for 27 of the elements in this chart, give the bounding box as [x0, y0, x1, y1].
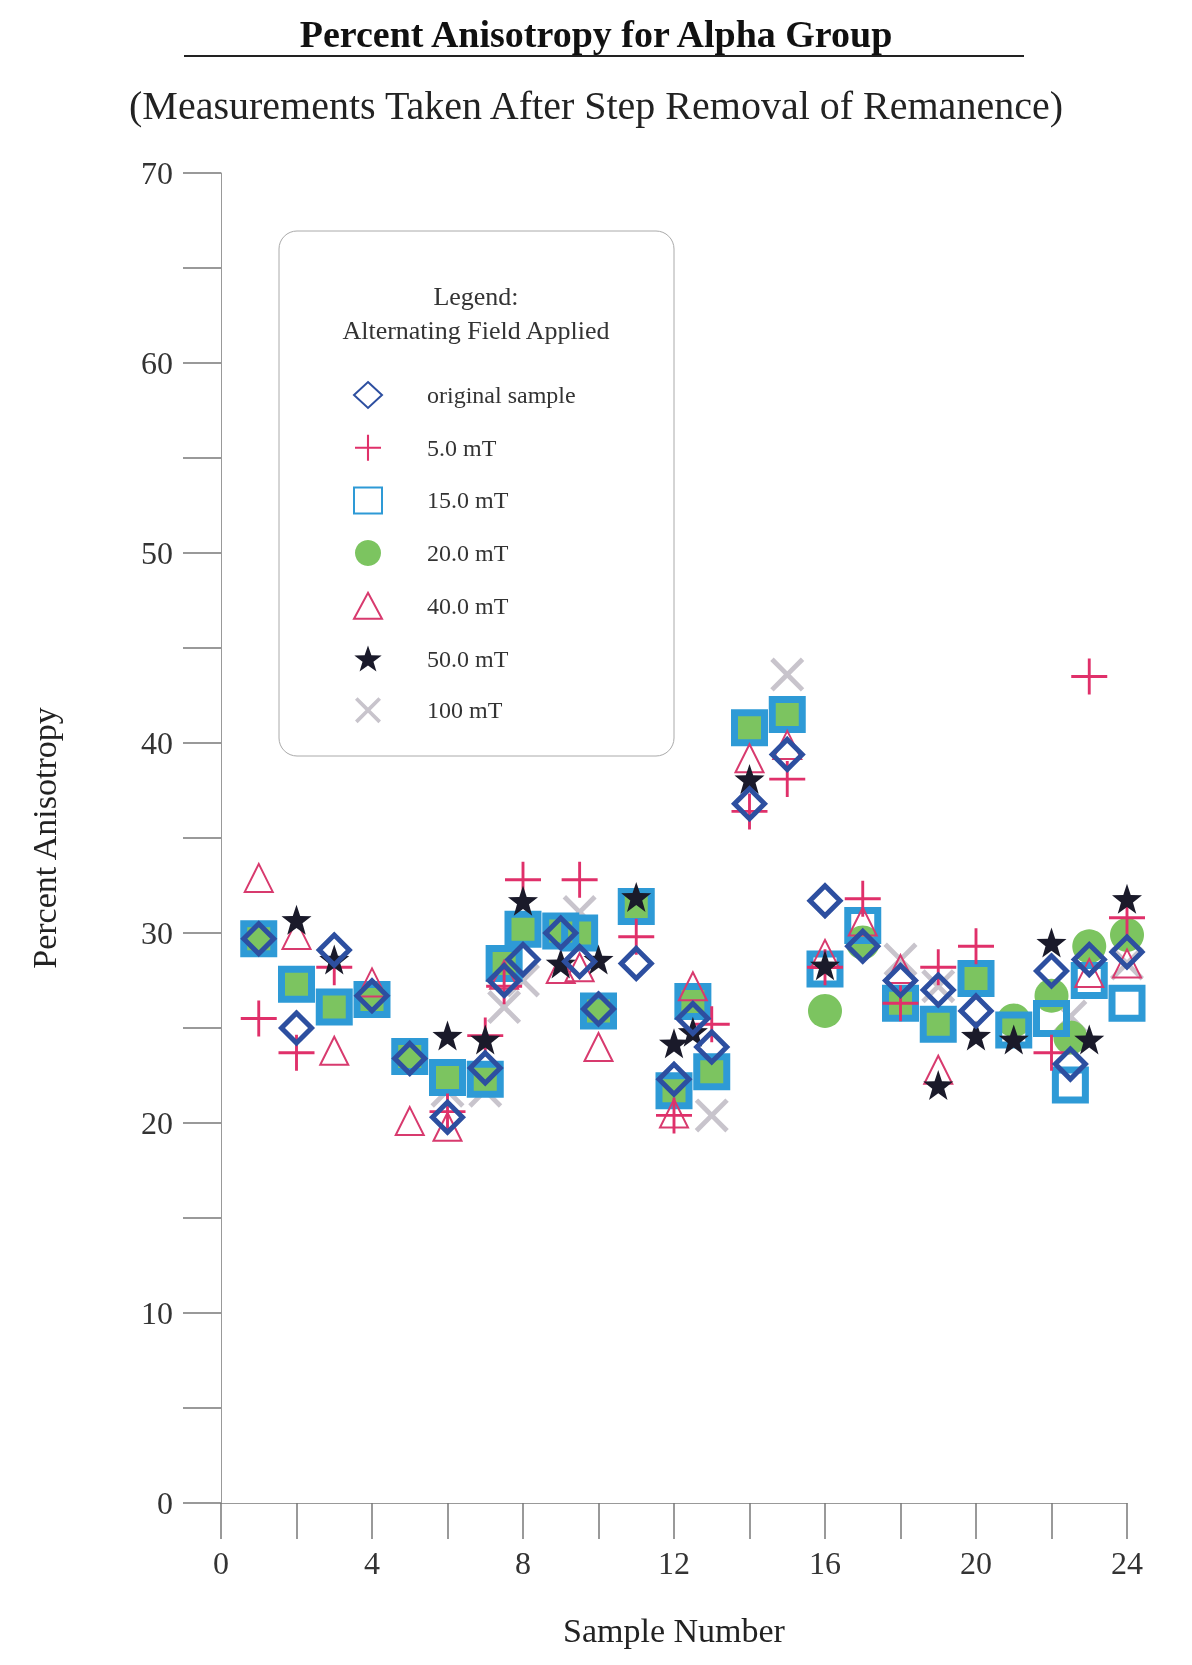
y-tick-label: 30 [141, 915, 173, 951]
y-tick-label: 60 [141, 345, 173, 381]
legend-label: 100 mT [427, 697, 503, 724]
chart-subtitle: (Measurements Taken After Step Removal of Remanence) [129, 82, 1063, 128]
x-tick-label: 12 [658, 1545, 690, 1581]
legend-label: original sample [427, 382, 576, 408]
y-tick-label: 0 [157, 1485, 173, 1521]
x-tick-label: 20 [960, 1545, 992, 1581]
x-tick-label: 0 [213, 1545, 229, 1581]
legend-label: 15.0 mT [427, 487, 509, 514]
x-tick-label: 24 [1111, 1545, 1143, 1581]
legend-label: 20.0 mT [427, 540, 509, 567]
x-tick-label: 8 [515, 1545, 531, 1581]
y-tick-label: 70 [141, 155, 173, 191]
y-tick-label: 50 [141, 535, 173, 571]
y-tick-label: 20 [141, 1105, 173, 1141]
x-tick-label: 4 [364, 1545, 380, 1581]
x-tick-label: 16 [809, 1545, 841, 1581]
chart-title: Percent Anisotropy for Alpha Group [299, 13, 893, 55]
legend-label: 5.0 mT [427, 434, 497, 461]
y-axis-title: Percent Anisotropy [25, 707, 63, 969]
legend-label: 50.0 mT [427, 645, 509, 672]
legend-title: Legend: Alternating Field Applied [342, 281, 610, 345]
legend-label: 40.0 mT [427, 592, 509, 619]
x-axis-title: Sample Number [563, 1611, 786, 1649]
y-tick-label: 40 [141, 725, 173, 761]
y-tick-label: 10 [141, 1295, 173, 1331]
